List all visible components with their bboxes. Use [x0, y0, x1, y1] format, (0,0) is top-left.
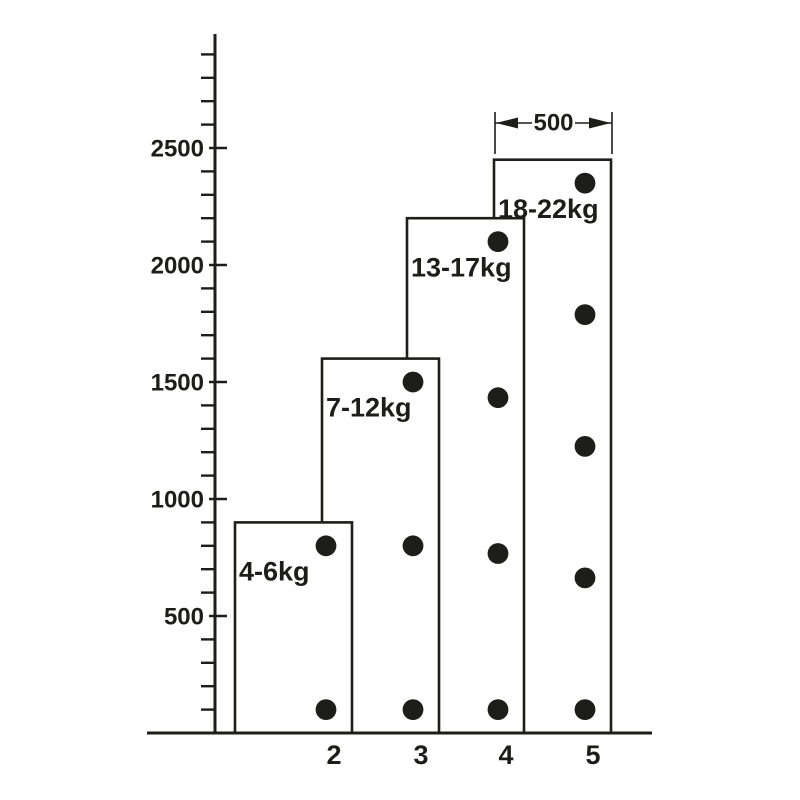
y-tick-label: 2500	[151, 136, 204, 163]
bar-weight-label: 4-6kg	[239, 557, 310, 587]
y-tick-label: 1000	[151, 487, 204, 514]
bar-weight-label: 7-12kg	[326, 393, 412, 423]
y-tick-label: 2000	[151, 253, 204, 280]
screw-position-dot	[574, 435, 596, 457]
arrowhead-right-icon	[589, 117, 611, 129]
screw-position-dot	[487, 387, 509, 409]
screw-position-dot	[402, 699, 424, 720]
x-tick-label: 4	[498, 740, 513, 770]
bar-weight-label: 13-17kg	[411, 252, 512, 282]
y-tick-label: 500	[164, 604, 204, 631]
screw-position-dot	[574, 699, 596, 720]
screw-position-dot	[315, 535, 337, 557]
bar-weight-label: 18-22kg	[498, 194, 599, 224]
screw-position-dot	[315, 699, 337, 720]
x-tick-label: 2	[326, 740, 341, 770]
screw-position-dot	[402, 535, 424, 557]
dimension-label: 500	[533, 110, 573, 137]
screw-position-dot	[402, 371, 424, 393]
screw-position-dot	[574, 567, 596, 589]
screw-position-dot	[487, 231, 509, 253]
screw-position-dot	[574, 172, 596, 194]
screw-position-dot	[487, 543, 509, 564]
screw-position-dot	[574, 304, 596, 326]
x-tick-label: 5	[585, 740, 600, 770]
screw-position-dot	[487, 699, 509, 720]
y-tick-label: 1500	[151, 370, 204, 397]
x-tick-label: 3	[413, 740, 428, 770]
arrowhead-left-icon	[496, 117, 518, 129]
bar-4-6kg	[233, 521, 354, 735]
